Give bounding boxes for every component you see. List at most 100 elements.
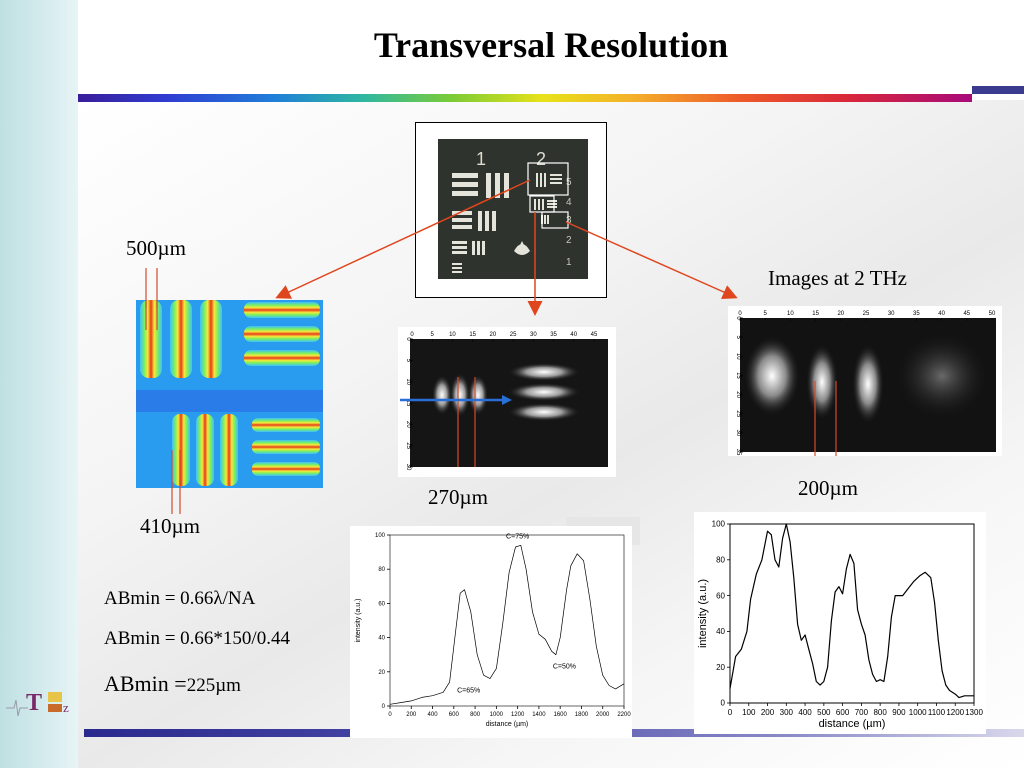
zoom-box-small (541, 211, 569, 229)
intensity-line (389, 544, 625, 705)
x-tick-label: 10 (787, 311, 794, 317)
thz-logo: T z (6, 682, 74, 722)
x-tick-label: 300 (780, 708, 794, 717)
label-500um: 500µm (126, 236, 186, 260)
x-tick-label: 25 (863, 311, 870, 317)
x-tick-label: 600 (836, 708, 850, 717)
element-label-3: 3 (566, 215, 572, 226)
x-tick-label: 20 (837, 311, 844, 317)
x-tick-label: 10 (449, 332, 456, 338)
label-410um: 410µm (140, 514, 200, 538)
profile-chart-right-svg: 0 100 200 300 400 500 600 700 800 900 1000 1100 1200… (697, 520, 983, 730)
thz-image-right: 0 5 10 15 20 25 30 35 40 45 50 0 5 10 15 20 25 30 35 (728, 306, 1002, 470)
thz-image-middle-plot: 0 5 10 15 20 25 30 35 40 45 0 5 10 15 20 25 30 (405, 332, 608, 471)
x-tick-label: 30 (888, 311, 895, 317)
y-tick-label: 20 (378, 670, 385, 676)
y-tick-label: 25 (735, 410, 741, 417)
group-label-2: 2 (536, 149, 546, 169)
group-label-1: 1 (476, 149, 486, 169)
x-tick-label: 700 (855, 708, 869, 717)
y-tick-label: 60 (378, 601, 385, 607)
formula-line-3-prefix: ABmin = (104, 671, 187, 696)
slide-title: Transversal Resolution (373, 25, 729, 65)
element-label-4: 4 (566, 197, 572, 208)
x-tick-label: 0 (738, 311, 742, 317)
y-tick-label: 100 (375, 533, 386, 539)
y-axis-label: intensity (a.u.) (355, 599, 362, 643)
y-axis-label: intensity (a.u.) (697, 579, 709, 648)
x-tick-label: 800 (873, 708, 887, 717)
label-200um: 200µm (798, 476, 858, 500)
y-tick-label: 60 (716, 591, 725, 600)
x-tick-label: 600 (449, 712, 460, 718)
y-tick-label: 5 (405, 359, 411, 363)
logo-icon: T z (6, 690, 69, 717)
contrast-annotation: C=65% (457, 687, 480, 694)
y-tick-label: 10 (405, 378, 411, 385)
contrast-annotation: C=75% (506, 533, 529, 540)
x-tick-label: 35 (913, 311, 920, 317)
y-tick-label: 40 (378, 636, 385, 642)
x-tick-label: 45 (963, 311, 970, 317)
plot-frame (729, 523, 975, 704)
y-tick-label: 80 (378, 567, 385, 573)
false-color-image (136, 240, 323, 512)
divider-tail (972, 86, 1024, 94)
x-tick-label: 1200 (946, 708, 964, 717)
y-tick-label: 40 (716, 627, 725, 636)
x-tick-label: 0 (728, 708, 733, 717)
y-tick-label: 0 (382, 704, 386, 710)
y-tick-label: 25 (405, 442, 411, 449)
x-tick-label: 1300 (965, 708, 983, 717)
x-tick-label: 2200 (617, 712, 631, 718)
x-tick-label: 100 (742, 708, 756, 717)
x-tick-label: 2000 (596, 712, 610, 718)
y-tick-label: 15 (735, 372, 741, 379)
usaf-target-photo: 1 2 5 4 3 2 1 (415, 122, 607, 298)
formula-line-3: ABmin =225µm (104, 671, 241, 697)
contrast-annotation: C=50% (553, 663, 576, 670)
y-tick-label: 20 (405, 421, 411, 428)
x-tick-label: 25 (510, 332, 517, 338)
x-tick-label: 45 (591, 332, 598, 338)
x-tick-label: 40 (938, 311, 945, 317)
y-tick-label: 100 (712, 520, 726, 529)
y-tick-label: 20 (735, 391, 741, 398)
x-tick-label: 1800 (575, 712, 589, 718)
y-tick-label: 15 (405, 400, 411, 407)
x-tick-label: 200 (406, 712, 417, 718)
x-tick-label: 500 (817, 708, 831, 717)
width-marker-410 (171, 480, 181, 514)
formula-line-2: ABmin = 0.66*150/0.44 (104, 628, 290, 649)
x-tick-label: 0 (410, 332, 414, 338)
element-label-1: 1 (566, 257, 572, 268)
x-tick-label: 5 (431, 332, 435, 338)
profile-chart-middle: 0 200 400 600 800 1000 1200 1400 1600 1800 2000 220… (350, 526, 632, 738)
x-tick-label: 400 (798, 708, 812, 717)
y-tick-label: 0 (405, 337, 411, 341)
y-tick-label: 0 (735, 316, 741, 320)
left-decorative-band (0, 0, 78, 768)
y-tick-label: 30 (405, 464, 411, 471)
x-tick-label: 15 (469, 332, 476, 338)
formula-line-1: ABmin = 0.66λ/NA (104, 588, 256, 609)
x-tick-label: 40 (570, 332, 577, 338)
x-tick-label: 50 (989, 311, 996, 317)
intensity-line (729, 523, 974, 699)
usaf-target-image: 1 2 5 4 3 2 1 (438, 139, 588, 279)
y-tick-label: 5 (735, 335, 741, 339)
profile-chart-right: 0 100 200 300 400 500 600 700 800 900 1000 1100 1200… (694, 512, 986, 734)
x-tick-label: 20 (490, 332, 497, 338)
logo-letter-z: z (63, 700, 69, 715)
x-tick-label: 5 (764, 311, 768, 317)
plot-frame (389, 534, 625, 707)
x-tick-label: 1600 (554, 712, 568, 718)
formula-line-3-value: 225µm (186, 675, 241, 696)
width-marker-500 (145, 268, 158, 308)
x-tick-label: 200 (761, 708, 775, 717)
x-tick-label: 1100 (928, 708, 946, 717)
x-tick-label: 1000 (909, 708, 927, 717)
x-tick-label: 0 (388, 712, 392, 718)
y-tick-label: 20 (716, 663, 725, 672)
